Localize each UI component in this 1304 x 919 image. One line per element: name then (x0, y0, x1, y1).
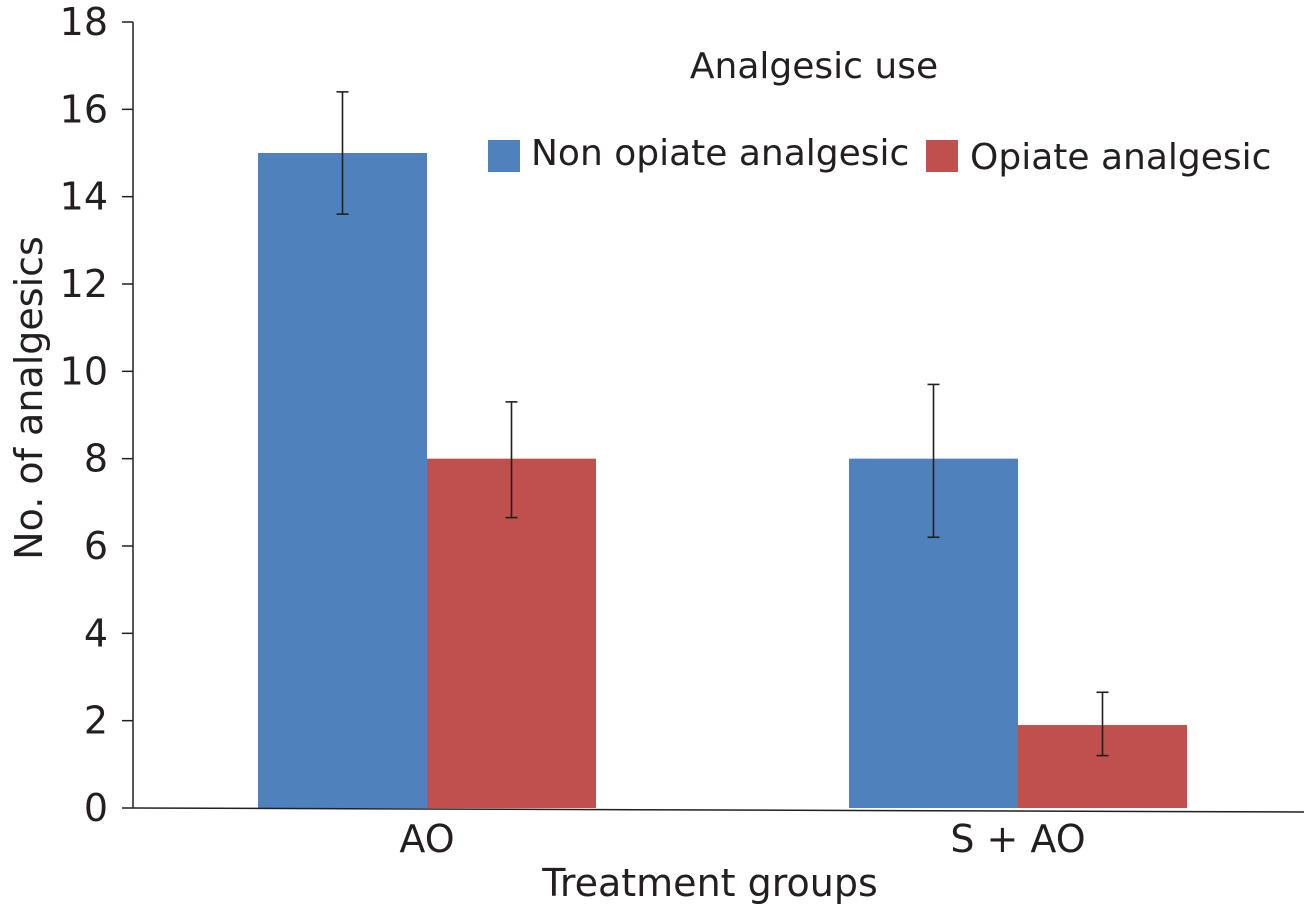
x-axis-label: Treatment groups (541, 861, 878, 905)
y-ticks-layer: 0 2 4 6 8 10 12 14 16 18 (60, 0, 133, 830)
error-bar-opiate-0 (505, 401, 518, 519)
legend: Analgesic use Non opiate analgesic Opiat… (488, 46, 1271, 178)
legend-label-non-opiate: Non opiate analgesic (531, 133, 909, 174)
error-bar-non-opiate-1 (927, 383, 940, 539)
bars-layer (258, 153, 1187, 808)
y-tick-label: 10 (60, 349, 108, 393)
y-tick-label: 18 (60, 0, 108, 44)
legend-label-opiate: Opiate analgesic (970, 137, 1271, 178)
legend-swatch-opiate (926, 140, 958, 172)
error-bar-opiate-1 (1096, 691, 1109, 757)
y-tick-label: 14 (60, 175, 108, 219)
error-bar-non-opiate-0 (336, 91, 349, 215)
y-tick-label: 2 (84, 699, 108, 743)
legend-swatch-non-opiate (488, 140, 520, 172)
x-axis-line (132, 807, 1304, 813)
legend-title: Analgesic use (690, 46, 938, 87)
y-tick-label: 4 (84, 611, 108, 655)
error-bars-layer (336, 91, 1109, 757)
y-tick-label: 0 (84, 786, 108, 830)
y-tick-label: 12 (60, 262, 108, 306)
x-tick-label: AO (399, 817, 454, 861)
y-axis-label: No. of analgesics (7, 236, 51, 560)
y-tick-label: 16 (60, 87, 108, 131)
bar-non-opiate-0 (258, 153, 427, 808)
x-tick-labels-layer: AO S + AO (399, 817, 1085, 861)
x-tick-label: S + AO (950, 817, 1085, 861)
y-tick-label: 6 (84, 524, 108, 568)
axes-layer (132, 22, 1304, 813)
y-tick-label: 8 (84, 437, 108, 481)
